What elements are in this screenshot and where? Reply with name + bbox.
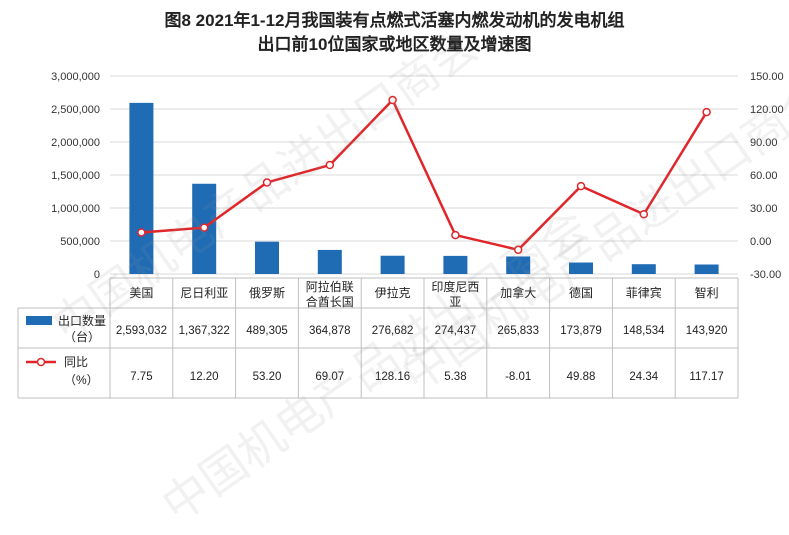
- category-label: 德国: [569, 285, 593, 300]
- bar: [631, 264, 656, 274]
- bar: [255, 241, 279, 274]
- y-right-tick-label: -30.00: [750, 269, 781, 281]
- yoy-point: [639, 209, 649, 219]
- y-right-tick-label: 150.00: [750, 71, 784, 83]
- y-right-tick-label: 0.00: [750, 236, 771, 248]
- combo-chart: 0 500,000 1,000,000 1,500,000 2,000,000 2,500…: [17, 71, 784, 399]
- y-left-tick-label: 500,000: [60, 236, 100, 248]
- y-left-tick-label: 2,500,000: [51, 104, 100, 116]
- bar-value-cell: 1,367,322: [179, 325, 230, 337]
- legend-line-marker: [36, 357, 46, 367]
- legend-line-unit: （%）: [64, 373, 99, 387]
- yoy-value-cell: 24.34: [629, 371, 658, 383]
- category-label: 合酋长国: [306, 294, 354, 309]
- y-left-tick-label: 1,000,000: [51, 203, 100, 215]
- yoy-point: [576, 181, 586, 191]
- yoy-value-cell: 12.20: [190, 371, 219, 383]
- yoy-line: [141, 98, 708, 252]
- y-right-tick-label: 90.00: [750, 137, 778, 149]
- y-right-tick-label: 60.00: [750, 170, 778, 182]
- category-label: 阿拉伯联: [306, 279, 354, 294]
- bar-value-cell: 274,437: [435, 325, 477, 337]
- yoy-value-cell: 128.16: [375, 371, 410, 383]
- category-label: 印度尼西: [431, 279, 479, 294]
- bar: [443, 255, 468, 274]
- chart-title-line2: 出口前10位国家或地区数量及增速图: [257, 35, 532, 54]
- yoy-value-cell: 53.20: [253, 371, 282, 383]
- bar-value-cell: 143,920: [686, 325, 728, 337]
- bar: [569, 262, 593, 274]
- bar-value-cell: 265,833: [497, 325, 539, 337]
- bar: [506, 256, 531, 274]
- y-left-tick-label: 0: [94, 269, 100, 281]
- y-left-tick-label: 3,000,000: [51, 71, 100, 83]
- bar-value-cell: 173,879: [560, 325, 602, 337]
- category-label: 加拿大: [500, 285, 536, 300]
- category-label: 美国: [129, 286, 153, 300]
- yoy-point: [325, 160, 335, 170]
- bar-value-cell: 2,593,032: [116, 325, 167, 337]
- y-right-tick-label: 30.00: [750, 203, 778, 215]
- bar: [317, 249, 342, 274]
- yoy-value-cell: 49.88: [567, 371, 596, 383]
- yoy-point: [137, 228, 146, 237]
- bar-value-cell: 364,878: [309, 325, 351, 337]
- legend-line-label: 同比: [64, 355, 88, 369]
- category-label: 智利: [695, 285, 719, 300]
- yoy-point: [199, 223, 209, 232]
- category-label: 伊拉克: [375, 285, 411, 300]
- yoy-value-cell: 5.38: [444, 371, 466, 383]
- bar: [380, 255, 405, 274]
- y-right-tick-label: 120.00: [750, 104, 784, 116]
- category-label: 亚: [449, 295, 461, 309]
- yoy-point: [262, 178, 272, 187]
- y-left-tick-label: 1,500,000: [51, 170, 100, 182]
- bar-value-cell: 489,305: [246, 325, 288, 337]
- yoy-point: [388, 95, 397, 105]
- yoy-value-cell: 69.07: [315, 371, 344, 383]
- legend-bar-swatch: [26, 316, 52, 325]
- yoy-value-cell: 7.75: [130, 371, 152, 383]
- legend-bar-label: 出口数量: [58, 313, 106, 328]
- yoy-point: [702, 107, 711, 117]
- category-label: 俄罗斯: [249, 286, 285, 300]
- bar-value-cell: 276,682: [372, 325, 414, 337]
- bar: [694, 264, 719, 274]
- yoy-point: [451, 230, 460, 240]
- chart-title-line1: 图8 2021年1-12月我国装有点燃式活塞内燃发动机的发电机组: [164, 11, 625, 30]
- y-left-tick-label: 2,000,000: [51, 137, 100, 149]
- legend-bar-unit: （台）: [64, 329, 100, 344]
- yoy-value-cell: -8.01: [505, 371, 531, 383]
- yoy-value-cell: 117.17: [689, 371, 723, 383]
- yoy-point: [513, 245, 523, 255]
- category-label: 菲律宾: [626, 285, 662, 300]
- category-label: 尼日利亚: [180, 286, 228, 300]
- bar-value-cell: 148,534: [623, 325, 665, 337]
- bar: [129, 102, 154, 274]
